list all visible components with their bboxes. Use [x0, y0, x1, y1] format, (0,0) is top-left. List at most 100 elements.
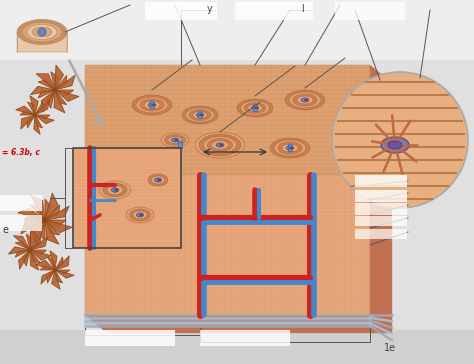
Ellipse shape — [274, 140, 306, 156]
Polygon shape — [45, 220, 72, 233]
Ellipse shape — [286, 146, 294, 150]
Ellipse shape — [137, 213, 144, 217]
Polygon shape — [45, 206, 69, 220]
Polygon shape — [35, 115, 50, 119]
Ellipse shape — [381, 137, 409, 153]
Ellipse shape — [282, 144, 298, 152]
Ellipse shape — [150, 101, 154, 103]
Polygon shape — [54, 90, 65, 113]
Polygon shape — [18, 250, 30, 269]
Text: 1e: 1e — [384, 343, 396, 353]
Ellipse shape — [208, 138, 233, 151]
Polygon shape — [21, 115, 35, 129]
Circle shape — [332, 72, 468, 208]
Ellipse shape — [157, 179, 161, 181]
Polygon shape — [38, 90, 55, 98]
Ellipse shape — [217, 143, 224, 147]
Ellipse shape — [174, 139, 177, 141]
Polygon shape — [55, 90, 74, 96]
Ellipse shape — [155, 178, 161, 182]
Ellipse shape — [304, 99, 308, 101]
Bar — [355, 203, 407, 215]
Ellipse shape — [200, 114, 202, 116]
Text: = 6.3b, c: = 6.3b, c — [2, 147, 40, 157]
Ellipse shape — [199, 134, 241, 156]
Polygon shape — [27, 102, 35, 115]
Polygon shape — [30, 250, 46, 256]
Polygon shape — [45, 220, 66, 227]
Ellipse shape — [252, 106, 258, 110]
Bar — [145, 2, 217, 20]
Ellipse shape — [164, 135, 185, 145]
Polygon shape — [38, 220, 45, 241]
Bar — [73, 148, 181, 248]
Polygon shape — [35, 101, 49, 115]
Polygon shape — [85, 315, 392, 333]
Polygon shape — [55, 256, 69, 270]
Ellipse shape — [255, 107, 257, 109]
Ellipse shape — [168, 136, 182, 143]
Ellipse shape — [126, 207, 154, 223]
Polygon shape — [15, 242, 30, 250]
Polygon shape — [55, 270, 70, 274]
Bar — [178, 142, 182, 148]
Ellipse shape — [278, 142, 302, 154]
Ellipse shape — [17, 20, 67, 44]
Polygon shape — [13, 236, 30, 250]
Ellipse shape — [152, 104, 155, 106]
Ellipse shape — [196, 113, 204, 117]
Ellipse shape — [212, 141, 228, 149]
Ellipse shape — [111, 188, 118, 192]
Ellipse shape — [198, 111, 202, 113]
Ellipse shape — [103, 183, 127, 197]
Polygon shape — [30, 220, 45, 235]
Bar — [85, 330, 175, 346]
Polygon shape — [9, 247, 30, 254]
Text: e: e — [3, 225, 9, 235]
Ellipse shape — [189, 110, 211, 120]
Ellipse shape — [115, 189, 118, 191]
Ellipse shape — [129, 209, 151, 221]
Ellipse shape — [32, 27, 52, 37]
Polygon shape — [34, 115, 40, 134]
Ellipse shape — [301, 98, 309, 102]
Polygon shape — [18, 209, 45, 220]
Polygon shape — [55, 257, 64, 270]
Ellipse shape — [139, 214, 143, 216]
Bar — [17, 32, 67, 52]
Ellipse shape — [186, 108, 214, 122]
Polygon shape — [38, 80, 55, 90]
Bar — [150, 102, 154, 108]
Ellipse shape — [178, 141, 182, 143]
Polygon shape — [35, 102, 43, 115]
Polygon shape — [35, 115, 55, 124]
Polygon shape — [45, 199, 51, 220]
Bar — [355, 216, 407, 226]
Polygon shape — [30, 205, 45, 220]
Ellipse shape — [253, 104, 257, 106]
Polygon shape — [45, 220, 59, 244]
Ellipse shape — [99, 181, 131, 199]
Polygon shape — [45, 205, 60, 220]
Polygon shape — [55, 75, 67, 90]
Ellipse shape — [133, 211, 147, 219]
Ellipse shape — [22, 22, 62, 42]
Bar — [0, 330, 474, 364]
Polygon shape — [32, 220, 45, 247]
Bar — [235, 2, 313, 20]
Bar — [0, 0, 474, 60]
Polygon shape — [24, 213, 45, 220]
Ellipse shape — [136, 97, 168, 113]
Polygon shape — [46, 90, 55, 108]
Polygon shape — [30, 96, 38, 115]
Ellipse shape — [289, 92, 321, 108]
Polygon shape — [55, 65, 64, 90]
Polygon shape — [27, 115, 35, 128]
Polygon shape — [47, 257, 55, 270]
Polygon shape — [16, 106, 35, 115]
Polygon shape — [30, 228, 37, 250]
Ellipse shape — [137, 213, 144, 217]
Polygon shape — [55, 270, 63, 283]
Polygon shape — [30, 250, 39, 270]
Polygon shape — [52, 270, 60, 289]
